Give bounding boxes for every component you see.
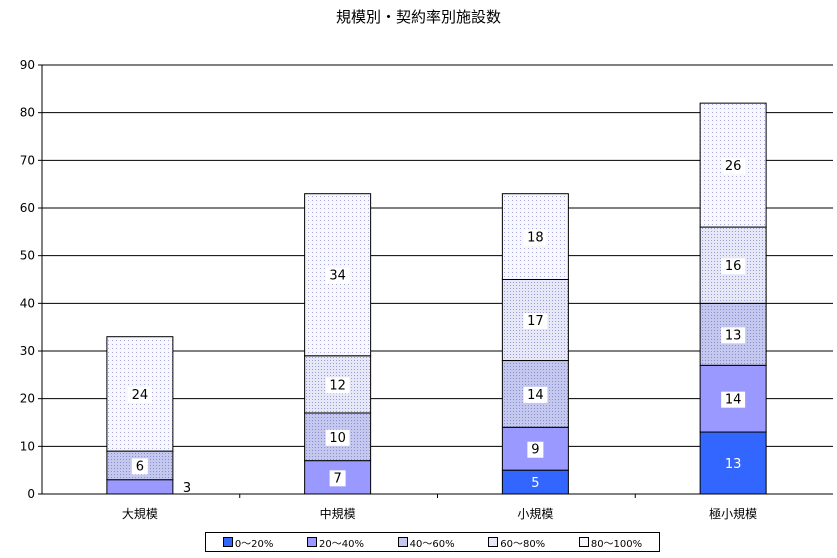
x-tick-label: 中規模 [320,506,356,521]
data-label: 9 [531,443,539,458]
legend-item: 60～80% [488,535,545,550]
data-label-bg [127,386,152,403]
x-tick-label: 大規模 [122,506,158,521]
legend-swatch [397,537,408,547]
data-label-bg [329,470,346,487]
y-tick-label: 30 [20,344,35,358]
legend-swatch [578,537,589,547]
y-tick-label: 70 [20,153,35,167]
y-tick-label: 80 [20,106,35,120]
y-tick-label: 60 [20,201,35,215]
data-label: 13 [725,457,742,472]
chart-title: 規模別・契約率別施設数 [335,8,501,26]
data-label: 24 [132,388,149,403]
data-label-bg [325,267,350,284]
legend-item: 20～40% [307,535,364,550]
data-label-bg [325,377,350,394]
data-label-bg [721,327,746,344]
data-label-bg [721,258,746,275]
data-label: 5 [531,476,539,491]
data-label-bg [721,158,746,175]
legend-item: 0～20% [222,535,274,550]
data-label-bg [523,313,548,330]
data-label: 14 [527,388,544,403]
y-tick-label: 20 [20,392,35,406]
data-label-bg [721,456,746,473]
x-tick-label: 極小規模 [709,506,757,521]
data-label: 14 [725,393,742,408]
x-tick-label: 小規模 [517,506,553,521]
data-label: 12 [329,378,346,393]
y-tick-label: 90 [20,58,35,72]
data-label: 3 [183,481,191,496]
data-label: 10 [329,431,346,446]
data-label: 26 [725,159,742,174]
legend-label: 0～20% [234,538,274,550]
bar-segment [106,479,174,495]
data-label-bg [325,429,350,446]
data-label: 34 [329,269,346,284]
legend-swatch [222,537,233,547]
data-label-bg [131,458,148,475]
legend-label: 40～60% [409,538,455,550]
bar-segment [501,193,569,280]
data-label-bg [527,475,544,492]
data-label-bg [523,229,548,246]
legend: 0～20% 20～40% 40～60% 60～80% 80～100% [205,532,660,552]
legend-item: 80～100% [578,535,643,550]
data-label: 18 [527,231,544,246]
data-label-bg [523,386,548,403]
legend-item: 40～60% [397,535,455,550]
y-tick-label: 40 [20,296,35,310]
data-label-bg [721,391,746,408]
legend-label: 60～80% [500,538,546,550]
y-tick-label: 50 [20,249,35,263]
data-label: 7 [333,471,341,486]
data-label: 16 [725,259,742,274]
legend-swatch [488,537,499,547]
data-label: 17 [527,314,544,329]
data-label: 6 [136,459,144,474]
data-label-bg [527,441,544,458]
legend-swatch [307,537,318,547]
y-tick-label: 0 [27,487,35,501]
data-label: 13 [725,328,742,343]
legend-label: 20～40% [319,538,364,550]
legend-label: 80～100% [590,538,643,550]
y-tick-label: 10 [20,439,35,453]
